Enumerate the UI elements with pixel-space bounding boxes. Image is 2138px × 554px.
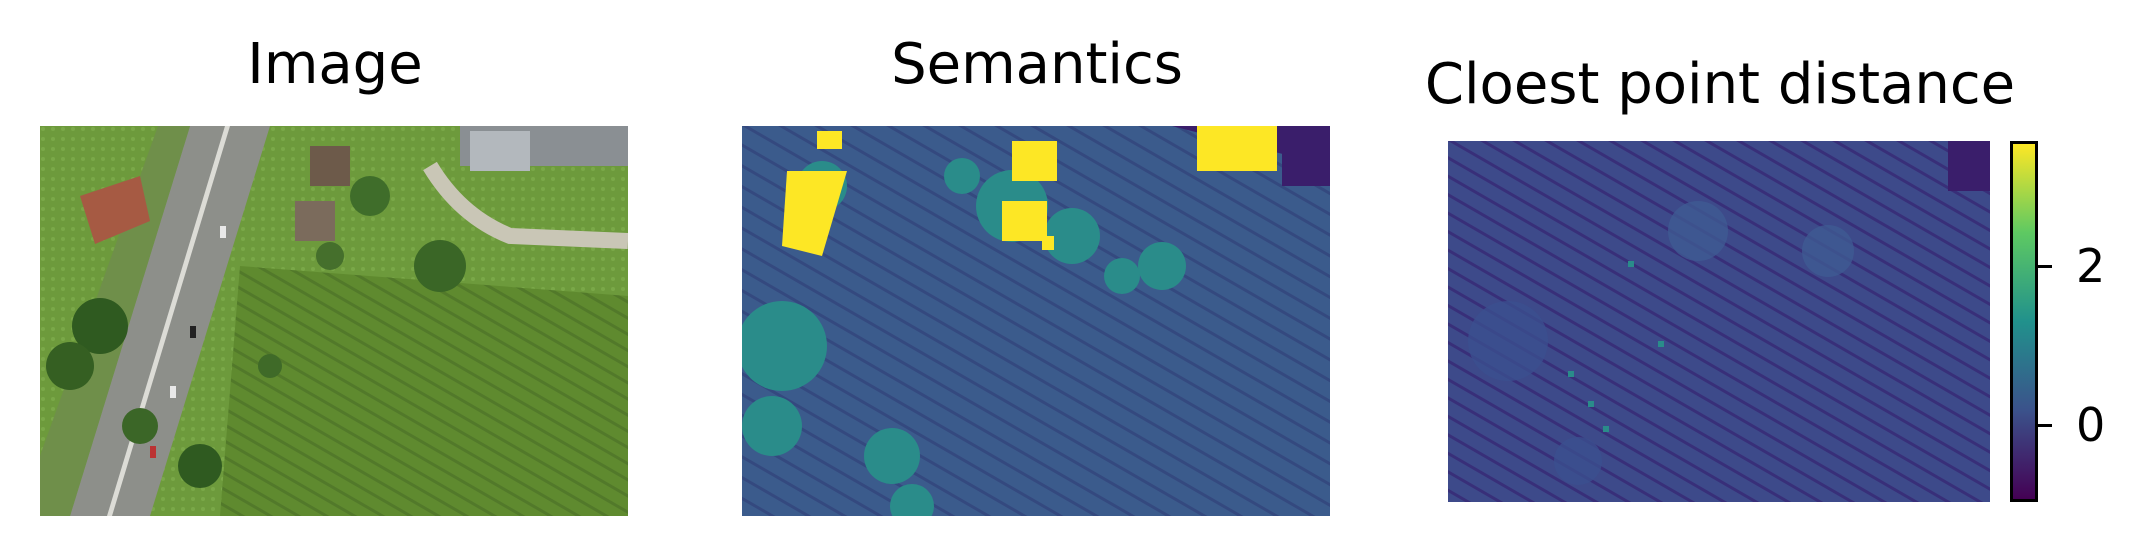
distance-map: [1448, 141, 1990, 502]
colorbar-tick-label-0: 0: [2076, 398, 2106, 452]
panel-title-image: Image: [247, 32, 423, 97]
colorbar-tick-label-2: 2: [2076, 239, 2106, 293]
colorbar-tick-0: [2038, 424, 2052, 427]
colorbar-tick-2: [2038, 265, 2052, 268]
aerial-image: [40, 126, 628, 516]
panel-title-distance: Cloest point distance: [1424, 52, 2016, 117]
distance-panel: [1448, 141, 1990, 502]
semantics-panel: [742, 126, 1330, 516]
aerial-image-panel: [40, 126, 628, 516]
panel-title-semantics: Semantics: [891, 32, 1183, 97]
colorbar: [2010, 141, 2038, 502]
semantics-map: [742, 126, 1330, 516]
